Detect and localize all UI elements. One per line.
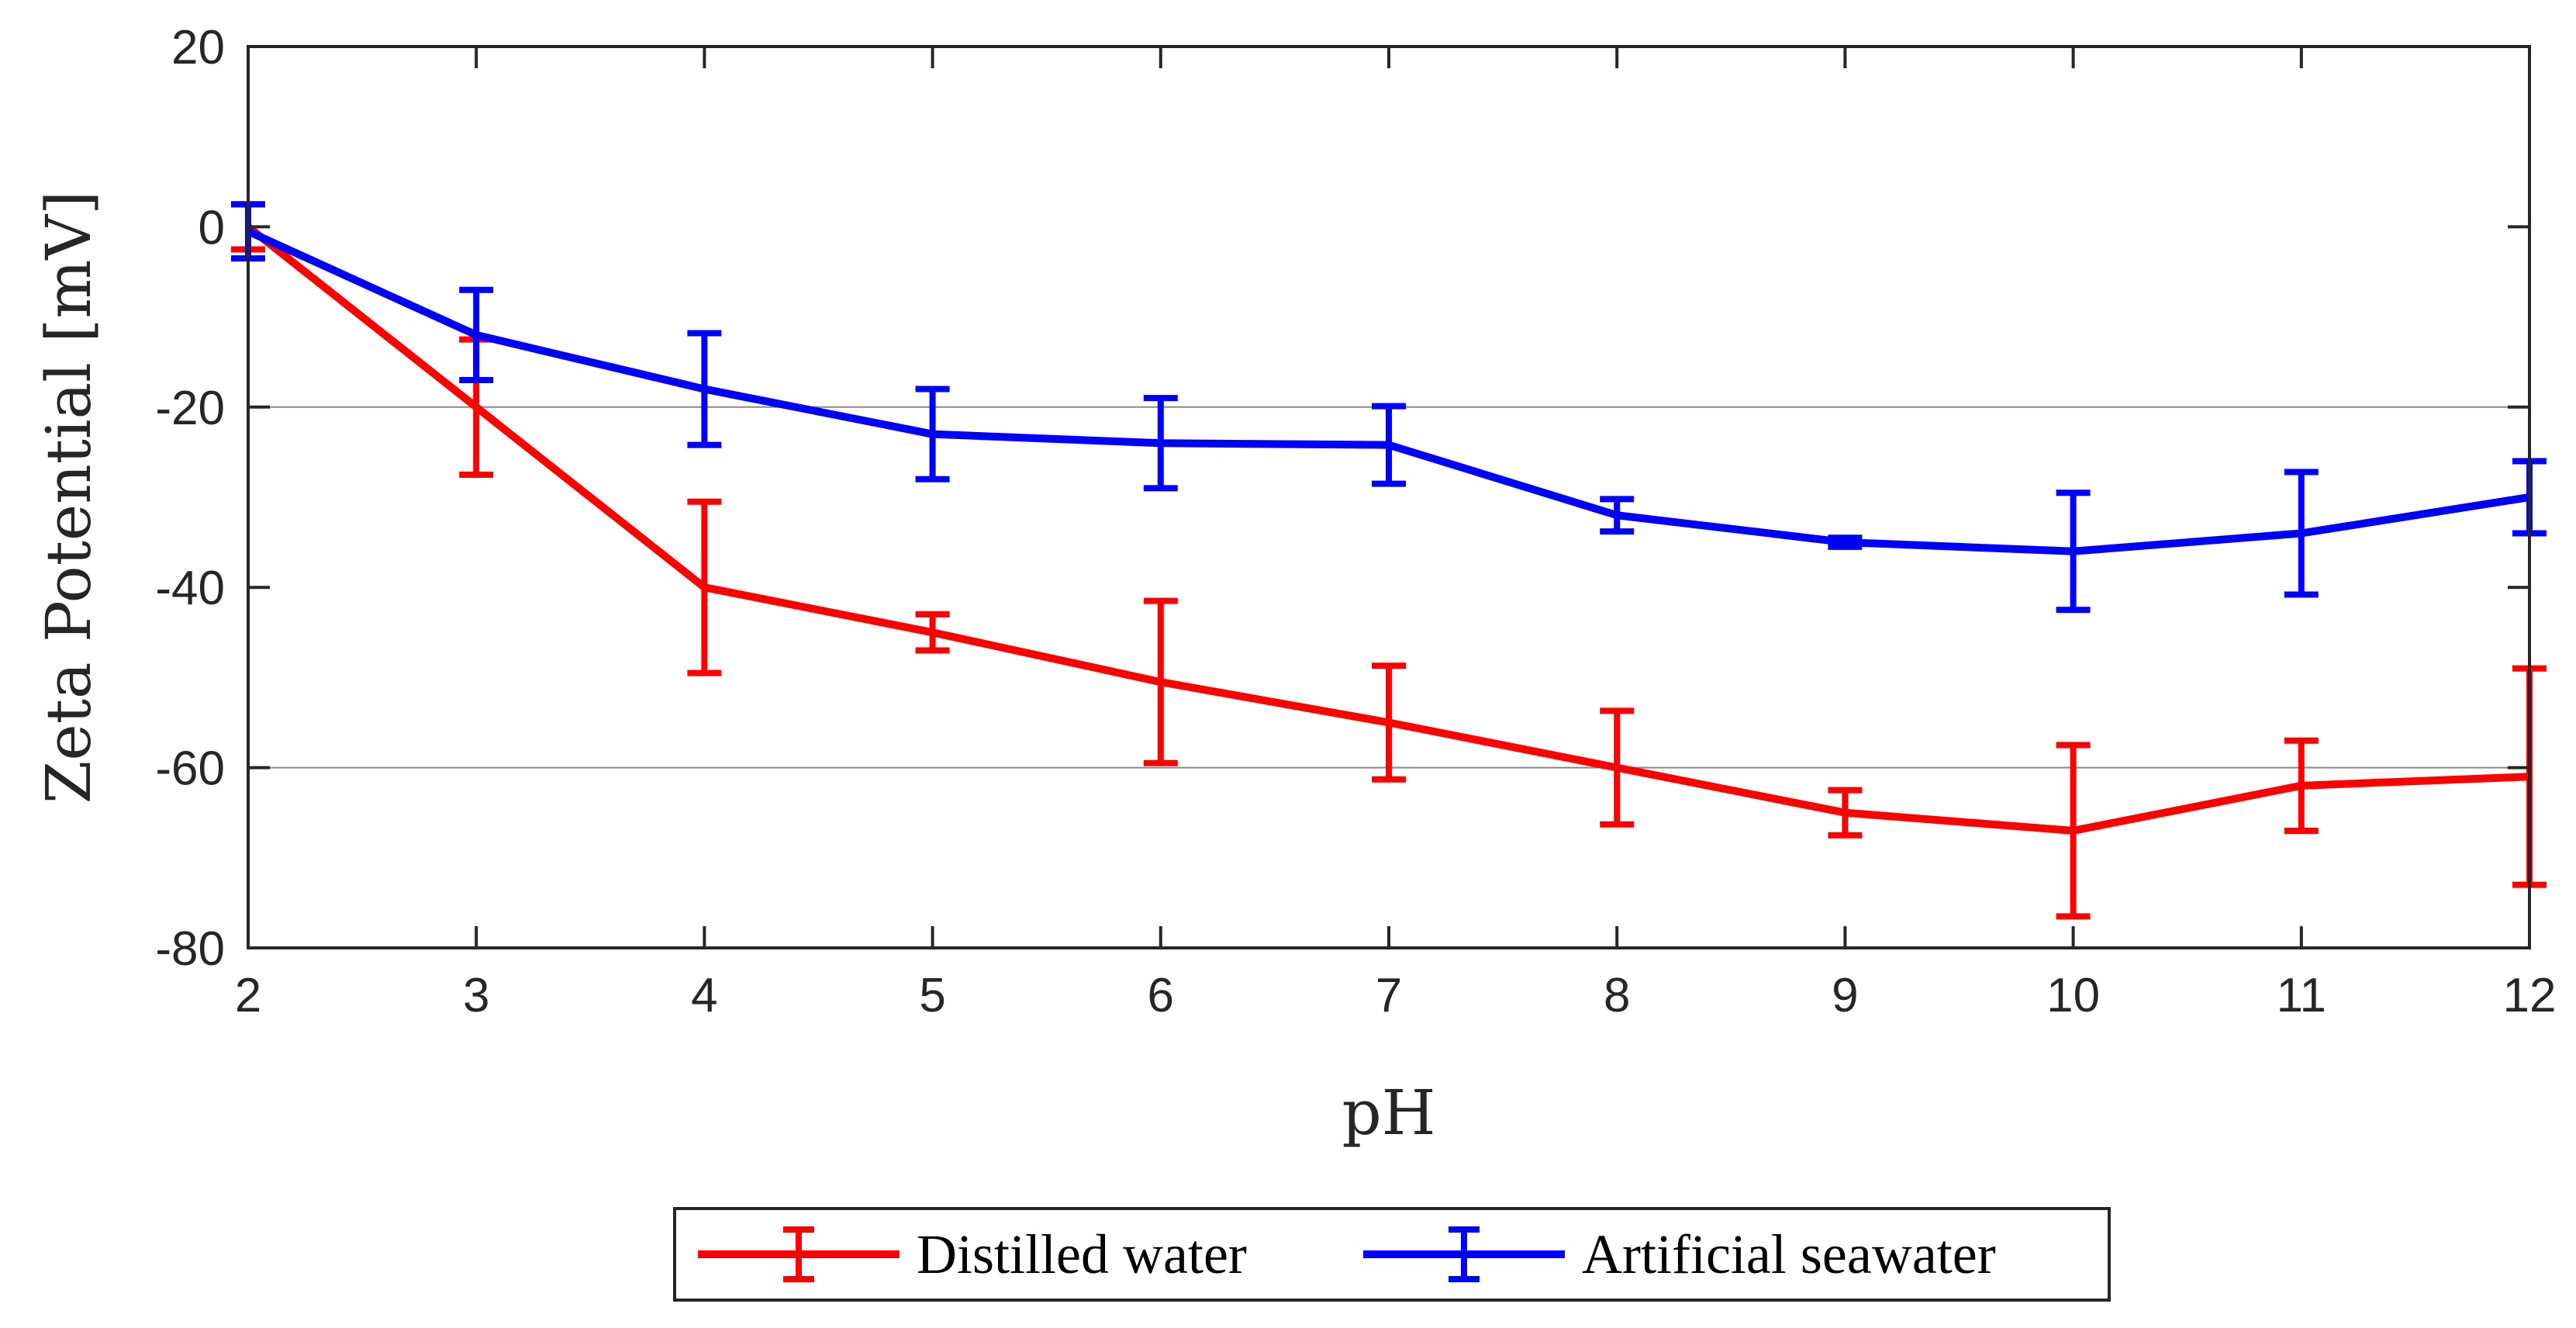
error-bar <box>2056 489 2091 614</box>
y-tick-label: 0 <box>199 201 225 254</box>
error-bar <box>1828 787 1863 839</box>
series-layer <box>231 201 2547 920</box>
x-tick-label: 8 <box>1604 969 1630 1022</box>
error-bar <box>1143 395 1178 492</box>
y-axis-title: Zeta Potential [mV] <box>33 191 105 804</box>
legend-label: Distilled water <box>917 1223 1247 1285</box>
x-tick-label: 2 <box>235 969 261 1022</box>
series-line <box>246 227 2530 555</box>
legend-item: Distilled water <box>698 1223 1247 1285</box>
error-bar <box>2284 737 2319 834</box>
legend-item: Artificial seawater <box>1363 1223 1996 1285</box>
x-tick-label: 12 <box>2503 969 2557 1022</box>
error-bar <box>687 330 722 448</box>
x-tick-label: 3 <box>463 969 489 1022</box>
error-bar <box>1600 496 1635 535</box>
y-tick-label: -20 <box>155 382 225 435</box>
x-tick-label: 5 <box>919 969 945 1022</box>
error-bar <box>1143 597 1178 766</box>
error-bar <box>459 286 494 383</box>
y-tick-label: 20 <box>171 21 225 74</box>
x-axis-ticks: 2 3 4 5 6 7 8 9 10 11 12 <box>235 47 2557 1022</box>
legend-items: Distilled water Artificial seawater <box>698 1223 1996 1285</box>
error-bar <box>1372 403 1406 487</box>
x-tick-label: 10 <box>2046 969 2100 1022</box>
y-tick-label: -60 <box>155 742 225 796</box>
x-tick-label: 4 <box>691 969 717 1022</box>
error-bar <box>1600 707 1635 828</box>
legend-label: Artificial seawater <box>1582 1223 1996 1285</box>
error-bar <box>915 611 950 654</box>
y-tick-label: -40 <box>155 562 225 615</box>
error-bar <box>1372 662 1406 783</box>
x-tick-label: 9 <box>1832 969 1858 1022</box>
series-distilled-water <box>231 201 2547 920</box>
axes-layer: 2 3 4 5 6 7 8 9 10 11 12 20 0 -20 -40 -60 -80 pH Zeta P… <box>33 21 2556 1149</box>
y-axis-ticks: 20 0 -20 -40 -60 -80 <box>155 21 2529 976</box>
error-bar <box>2284 469 2319 598</box>
x-tick-label: 7 <box>1376 969 1402 1022</box>
error-bar <box>2056 742 2091 920</box>
legend: Distilled water Artificial seawater <box>673 1207 2111 1302</box>
x-axis-title: pH <box>1342 1077 1436 1149</box>
error-bar <box>915 386 950 482</box>
error-bar <box>687 498 722 676</box>
error-bar <box>1828 534 1863 550</box>
x-tick-label: 6 <box>1148 969 1174 1022</box>
x-tick-label: 11 <box>2277 969 2326 1022</box>
y-tick-label: -80 <box>155 922 225 976</box>
